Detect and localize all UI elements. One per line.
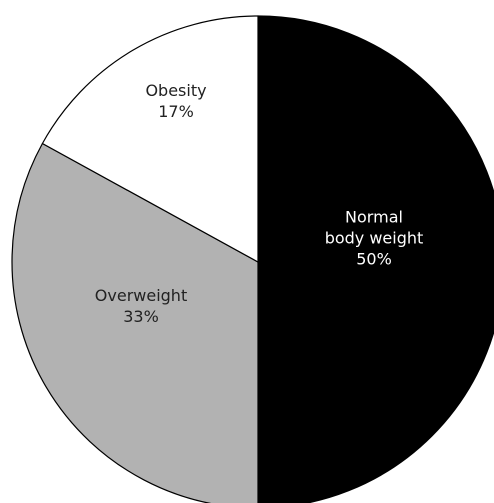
slice-label-line: 33%	[123, 307, 159, 326]
pie-slice-obesity	[41, 15, 259, 263]
slice-label-line: Obesity	[145, 81, 206, 100]
slice-label-line: 17%	[158, 102, 194, 121]
slice-label-line: Normal	[345, 208, 403, 227]
pie-slices	[11, 15, 494, 503]
pie-slice-normal-body-weight	[257, 15, 494, 503]
slice-label-obesity: Obesity 17%	[145, 81, 206, 121]
pie-labels: Normal body weight 50% Overweight 33% Obesity…	[95, 81, 424, 326]
pie-slice-overweight	[11, 142, 259, 503]
slice-label-line: Overweight	[95, 286, 187, 305]
slice-label-line: body weight	[325, 229, 424, 248]
slice-label-line: 50%	[356, 250, 392, 269]
slice-label-overweight: Overweight 33%	[95, 286, 187, 326]
slice-label-normal-body-weight: Normal body weight 50%	[325, 208, 424, 269]
